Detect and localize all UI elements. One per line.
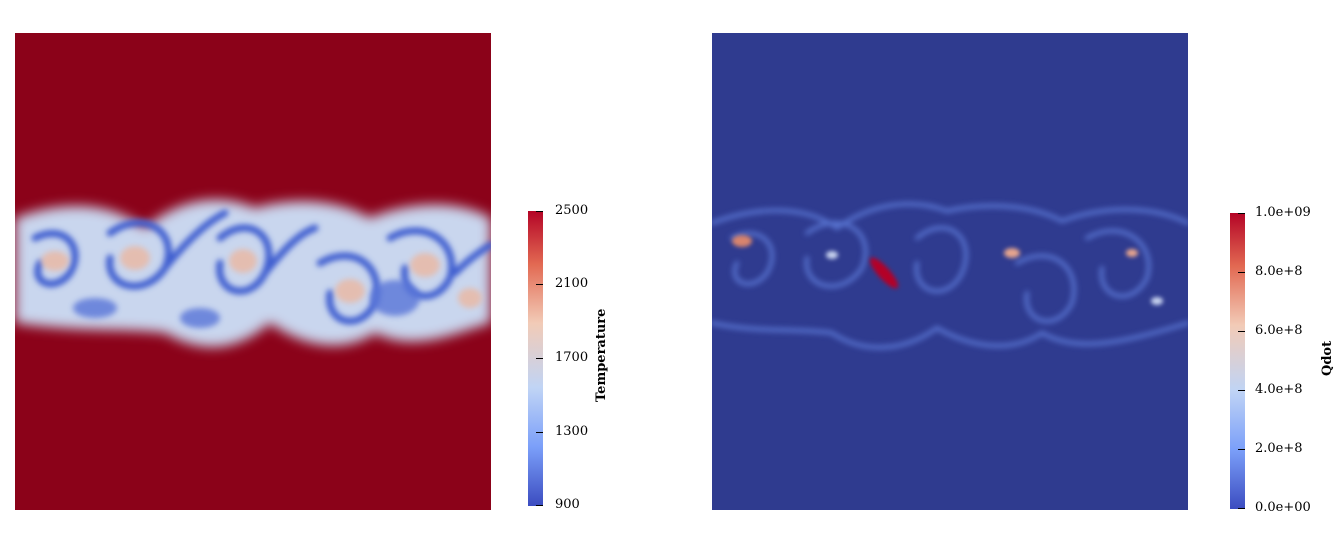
colorbar-title: Qdot (1320, 340, 1335, 376)
colorbar-tick-label: 8.0e+8 (1255, 264, 1303, 279)
colorbar-tick (1238, 331, 1245, 332)
colorbar-tick-label: 2500 (555, 203, 589, 218)
colorbar-title: Temperature (594, 308, 609, 402)
colorbar-tick (1238, 449, 1245, 450)
colorbar-tick (1238, 272, 1245, 273)
colorbar-tick-label: 0.0e+00 (1255, 500, 1311, 515)
temperature-field-plot (15, 33, 491, 510)
heat-release-field-plot (712, 33, 1188, 510)
colorbar-tick (1238, 508, 1245, 509)
colorbar-tick-label: 4.0e+8 (1255, 382, 1303, 397)
colorbar-tick-label: 6.0e+8 (1255, 323, 1303, 338)
colorbar-tick-label: 2100 (555, 276, 589, 291)
colorbar-tick (1238, 213, 1245, 214)
colorbar-tick-label: 1.0e+09 (1255, 205, 1311, 220)
qdot-colorbar (1230, 213, 1245, 509)
colorbar-tick-label: 2.0e+8 (1255, 441, 1303, 456)
colorbar-tick-label: 1300 (555, 424, 589, 439)
colorbar-tick-label: 1700 (555, 350, 589, 365)
colorbar-tick (536, 505, 543, 506)
colorbar-tick-label: 900 (555, 497, 580, 512)
colorbar-tick (536, 432, 543, 433)
colorbar-tick (1238, 390, 1245, 391)
colorbar-tick (536, 358, 543, 359)
colorbar-tick (536, 211, 543, 212)
colorbar-tick (536, 284, 543, 285)
